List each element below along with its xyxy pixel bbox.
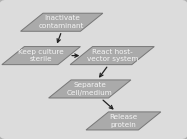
Polygon shape [49,80,131,98]
Polygon shape [2,47,80,65]
Text: Inactivate
contaminant: Inactivate contaminant [39,15,84,29]
Polygon shape [86,112,161,130]
Polygon shape [21,13,103,31]
Text: React host-
vector system: React host- vector system [87,49,138,62]
Polygon shape [70,47,154,65]
Text: Separate
Cell/medium: Separate Cell/medium [67,82,113,96]
Text: Keep culture
sterile: Keep culture sterile [18,49,64,62]
Text: Release
protein: Release protein [109,114,138,128]
